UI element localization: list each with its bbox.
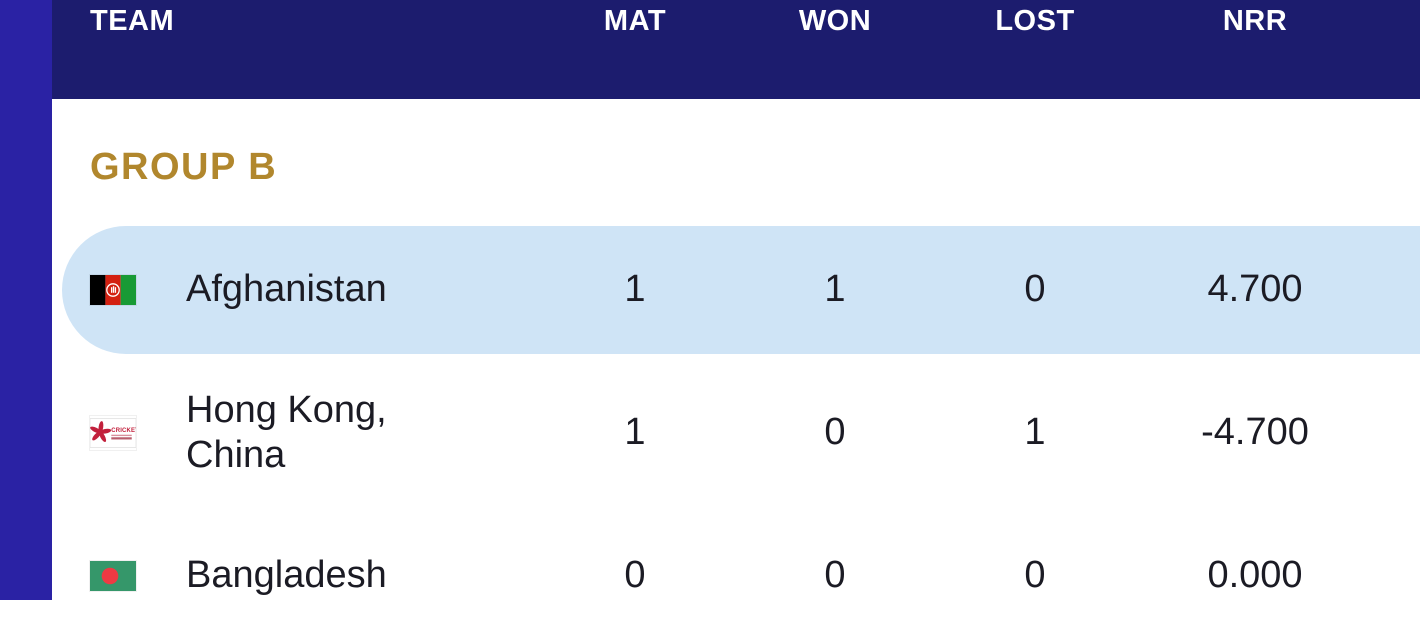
table-row-hong-kong-china[interactable]: CRICKET Hong Kong, China 1 0 1 -4.700	[52, 369, 1420, 497]
standings-panel: TEAM MAT WON LOST NRR GROUP B	[52, 0, 1420, 600]
team-cell: CRICKET Hong Kong, China	[90, 388, 535, 478]
col-header-nrr: NRR	[1135, 0, 1375, 36]
stat-won: 1	[735, 268, 935, 311]
stat-mat: 0	[535, 554, 735, 597]
stat-won: 0	[735, 411, 935, 454]
side-strip	[0, 0, 52, 600]
col-header-won: WON	[735, 0, 935, 36]
stat-nrr: 4.700	[1135, 268, 1375, 311]
table-row-afghanistan[interactable]: Afghanistan 1 1 0 4.700	[62, 226, 1420, 354]
svg-text:CRICKET: CRICKET	[111, 428, 136, 434]
standings-header: TEAM MAT WON LOST NRR	[52, 0, 1420, 99]
group-heading: GROUP B	[90, 148, 1420, 188]
team-name: Afghanistan	[186, 267, 387, 312]
team-cell: Afghanistan	[90, 267, 535, 312]
bangladesh-flag-icon	[90, 561, 136, 591]
hong-kong-china-logo-icon: CRICKET	[90, 416, 136, 450]
stat-lost: 0	[935, 554, 1135, 597]
stat-nrr: 0.000	[1135, 554, 1375, 597]
stat-mat: 1	[535, 268, 735, 311]
team-cell: Bangladesh	[90, 553, 535, 598]
stat-mat: 1	[535, 411, 735, 454]
afghanistan-flag-icon	[90, 275, 136, 305]
col-header-lost: LOST	[935, 0, 1135, 36]
col-header-mat: MAT	[535, 0, 735, 36]
table-row-bangladesh[interactable]: Bangladesh 0 0 0 0.000	[52, 512, 1420, 640]
col-header-team: TEAM	[90, 0, 535, 36]
stat-won: 0	[735, 554, 935, 597]
stat-lost: 0	[935, 268, 1135, 311]
team-name: Hong Kong, China	[186, 388, 446, 478]
stat-lost: 1	[935, 411, 1135, 454]
stat-nrr: -4.700	[1135, 411, 1375, 454]
team-name: Bangladesh	[186, 553, 387, 598]
standings-rows: Afghanistan 1 1 0 4.700	[52, 226, 1420, 640]
